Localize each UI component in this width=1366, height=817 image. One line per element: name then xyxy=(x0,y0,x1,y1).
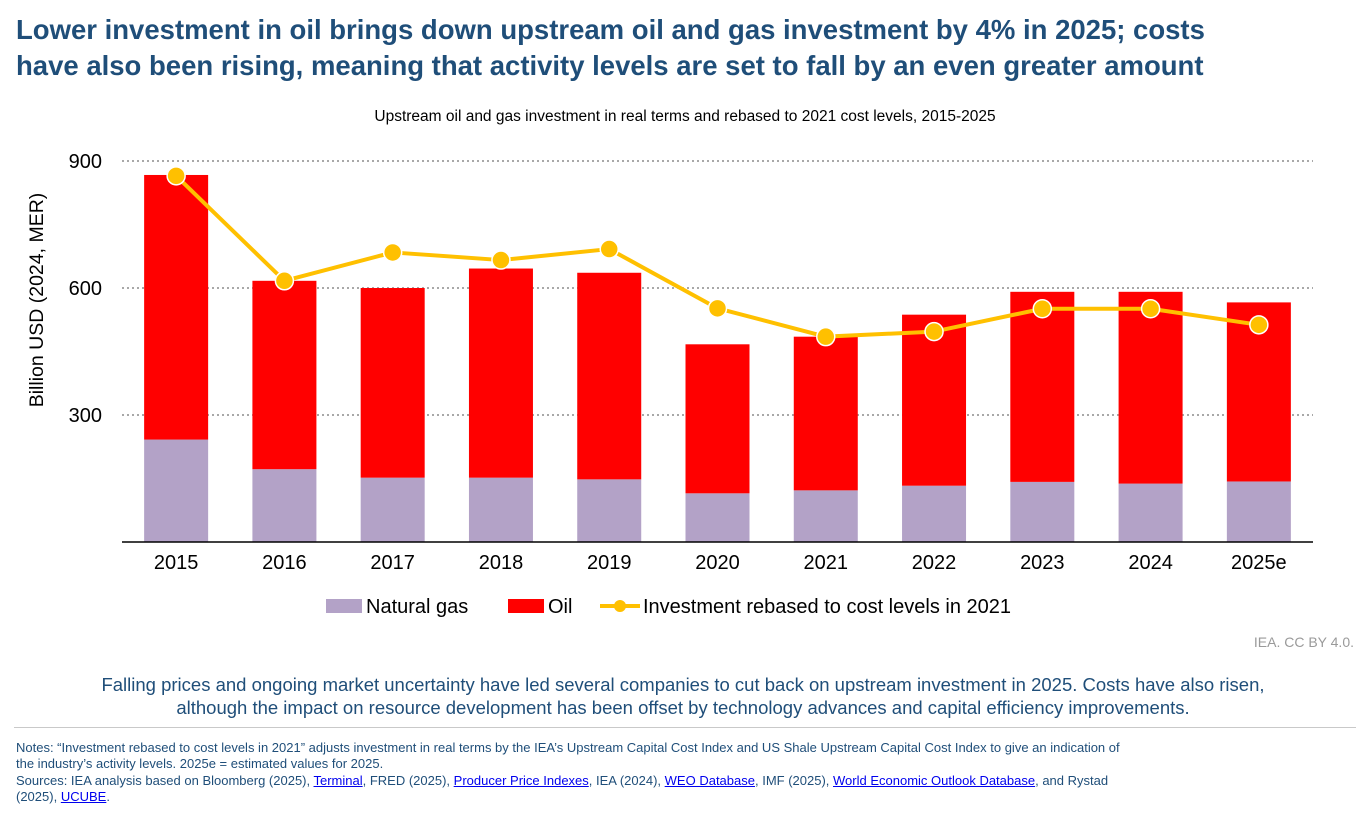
legend-marker-rebased xyxy=(614,600,626,612)
sources-end: . xyxy=(106,789,110,805)
x-tick-label: 2015 xyxy=(154,552,199,574)
natural-gas-bar xyxy=(1226,481,1291,542)
rebased-point xyxy=(924,321,944,342)
rebased-point xyxy=(599,239,619,259)
x-tick-label: 2023 xyxy=(1020,552,1065,574)
producer-price-indexes-link[interactable]: Producer Price Indexes xyxy=(453,772,589,788)
oil-bar xyxy=(468,268,533,478)
summary-line-2: although the impact on resource developm… xyxy=(176,697,1190,718)
natural-gas-bar xyxy=(1118,483,1183,542)
sources-mid-2: , IEA (2024), xyxy=(588,772,665,788)
x-tick-label: 2017 xyxy=(370,552,415,574)
summary-line-1: Falling prices and ongoing market uncert… xyxy=(101,674,1265,695)
legend-swatch-oil xyxy=(508,599,544,613)
sources-line-1: Sources: IEA analysis based on Bloomberg… xyxy=(16,773,1352,789)
x-tick-label: 2019 xyxy=(587,552,632,574)
oil-bar xyxy=(902,314,967,486)
notes-line-1: Notes: “Investment rebased to cost level… xyxy=(16,740,1120,755)
rebased-line xyxy=(166,166,1269,347)
natural-gas-bar xyxy=(468,477,533,542)
world-economic-outlook-database-link[interactable]: World Economic Outlook Database xyxy=(833,772,1036,788)
ucube-link[interactable]: UCUBE xyxy=(60,789,107,805)
natural-gas-bar xyxy=(685,493,750,542)
rebased-point xyxy=(816,326,836,347)
chart-subtitle: Upstream oil and gas investment in real … xyxy=(374,108,995,125)
axes: 300 600 900 2015 2016 2017 2018 2019 2020 2021 202… xyxy=(69,151,1313,574)
x-tick-label: 2022 xyxy=(912,552,957,574)
natural-gas-bar xyxy=(252,469,317,542)
oil-bar xyxy=(793,336,858,491)
x-tick-label: 2021 xyxy=(804,552,849,574)
y-tick-label: 300 xyxy=(69,405,102,427)
sources-line-2: (2025), UCUBE. xyxy=(16,789,1352,805)
oil-bar xyxy=(144,174,209,440)
rebased-point xyxy=(707,298,728,319)
title-line-1: Lower investment in oil brings down upst… xyxy=(16,14,1205,45)
sources-line-2-prefix: (2025), xyxy=(16,789,61,805)
x-tick-label: 2025e xyxy=(1231,552,1287,574)
credit-label: IEA. CC BY 4.0. xyxy=(1253,634,1354,650)
rebased-point xyxy=(166,166,186,186)
title-line-2: have also been rising, meaning that acti… xyxy=(16,50,1204,81)
legend-swatch-natural-gas xyxy=(326,599,362,613)
weo-database-link[interactable]: WEO Database xyxy=(664,772,755,788)
legend-label-rebased: Investment rebased to cost levels in 202… xyxy=(643,596,1011,618)
legend: Natural gas Oil Investment rebased to cost… xyxy=(326,596,1011,618)
page-title: Lower investment in oil brings down upst… xyxy=(16,12,1346,84)
terminal-link[interactable]: Terminal xyxy=(313,772,363,788)
oil-bar xyxy=(577,272,642,480)
y-axis-label: Billion USD (2024, MER) xyxy=(26,193,48,408)
x-tick-label: 2024 xyxy=(1128,552,1173,574)
x-tick-label: 2016 xyxy=(262,552,307,574)
natural-gas-bar xyxy=(577,479,642,542)
oil-bar xyxy=(1118,291,1183,484)
y-tick-label: 900 xyxy=(69,151,102,173)
rebased-point xyxy=(1249,315,1269,335)
notes-block: Notes: “Investment rebased to cost level… xyxy=(16,740,1352,806)
summary-text: Falling prices and ongoing market uncert… xyxy=(20,673,1346,719)
natural-gas-bar xyxy=(144,439,209,542)
natural-gas-bar xyxy=(1010,481,1075,542)
rebased-point xyxy=(1140,298,1161,319)
sources-mid-3: , IMF (2025), xyxy=(754,772,834,788)
natural-gas-bar xyxy=(793,490,858,542)
natural-gas-bar xyxy=(360,477,425,542)
bars xyxy=(144,174,1291,542)
y-tick-label: 600 xyxy=(69,278,102,300)
stacked-bar-chart: Upstream oil and gas investment in real … xyxy=(26,108,1313,618)
oil-bar xyxy=(685,344,750,494)
sources-mid-1: , FRED (2025), xyxy=(362,772,454,788)
notes-line-2: the industry’s activity levels. 2025e = … xyxy=(16,756,384,772)
natural-gas-bar xyxy=(902,485,967,542)
rebased-point xyxy=(274,271,295,291)
x-tick-label: 2018 xyxy=(479,552,524,574)
oil-bar xyxy=(360,288,425,478)
legend-label-oil: Oil xyxy=(548,596,572,618)
legend-label-natural-gas: Natural gas xyxy=(366,596,468,618)
sources-mid-4: , and Rystad xyxy=(1035,772,1109,788)
oil-bar xyxy=(1010,291,1075,482)
divider xyxy=(14,727,1356,728)
oil-bar xyxy=(252,280,317,470)
rebased-point xyxy=(382,242,403,263)
rebased-point xyxy=(491,250,511,270)
sources-prefix: Sources: IEA analysis based on Bloomberg… xyxy=(16,772,314,788)
x-tick-label: 2020 xyxy=(695,552,740,574)
rebased-point xyxy=(1032,298,1053,319)
